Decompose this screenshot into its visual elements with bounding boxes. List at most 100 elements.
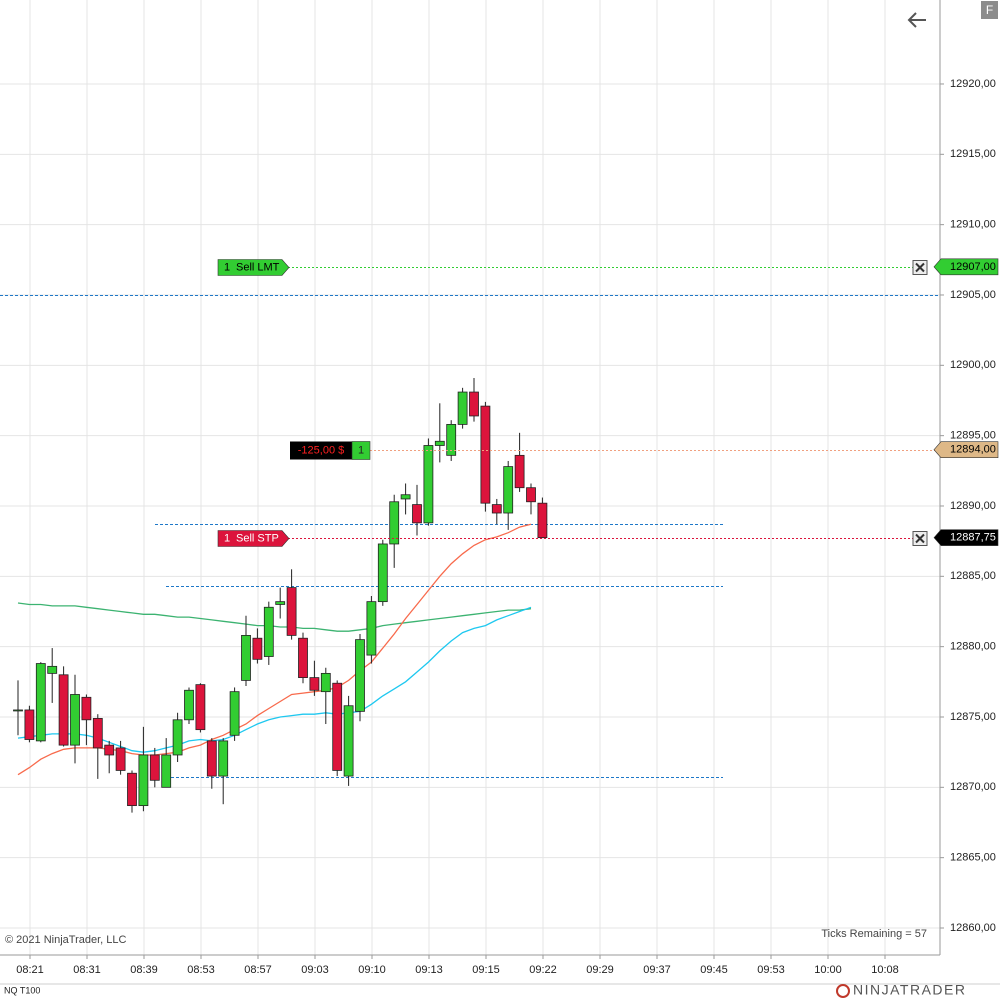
f-button-label[interactable]: F: [986, 3, 993, 17]
f-button[interactable]: [981, 1, 998, 19]
candle-body: [138, 754, 149, 807]
indicator-line: [17, 606, 532, 753]
order-tag[interactable]: [217, 530, 290, 547]
order-type: Sell STP: [236, 532, 279, 544]
candle-body: [457, 391, 468, 425]
candle-body: [58, 674, 69, 746]
candle-body: [229, 691, 240, 736]
cancel-icon: [915, 262, 925, 273]
candle-body: [412, 504, 422, 524]
position-price-marker-label: 12894,00: [950, 444, 996, 456]
candle-body: [206, 740, 217, 777]
candle-body: [480, 405, 491, 504]
candle-body: [13, 709, 23, 712]
x-tick-label: 10:00: [814, 964, 842, 976]
candle-body: [377, 543, 388, 603]
candle-body: [491, 504, 502, 514]
y-tick-label: 12920,00: [950, 78, 996, 90]
indicator-line: [17, 523, 532, 776]
last-price-marker: [933, 529, 999, 546]
y-tick-label: 12885,00: [950, 570, 996, 582]
cancel-icon: [915, 533, 925, 544]
candle-body: [172, 719, 183, 756]
candle-body: [275, 601, 286, 605]
candle-body: [526, 487, 536, 503]
x-tick-label: 09:03: [301, 964, 329, 976]
candle-body: [70, 694, 80, 746]
candle-body: [514, 454, 525, 489]
x-tick-label: 10:08: [871, 964, 899, 976]
indicator-line: [17, 602, 532, 632]
candle-body: [263, 606, 274, 657]
brand-logo: [836, 984, 850, 998]
order-tag[interactable]: [217, 259, 290, 276]
candle-body: [298, 637, 308, 679]
x-tick-label: 09:22: [529, 964, 557, 976]
candle-body: [446, 423, 457, 456]
pnl-box: [290, 441, 352, 460]
x-tick-label: 09:45: [700, 964, 728, 976]
candle-body: [343, 705, 354, 777]
x-tick-label: 08:31: [73, 964, 101, 976]
y-tick-label: 12900,00: [950, 359, 996, 371]
candle-body: [149, 754, 160, 781]
candle-body: [434, 440, 445, 446]
x-tick-label: 09:10: [358, 964, 386, 976]
grid: [0, 0, 940, 955]
y-tick-label: 12910,00: [950, 219, 996, 231]
back-arrow[interactable]: [907, 12, 926, 28]
candle-body: [252, 637, 263, 660]
position-price-marker: [933, 441, 999, 459]
position-quantity-box: [351, 441, 371, 460]
order-quantity: 1: [224, 261, 230, 273]
candle-body: [537, 502, 548, 539]
instrument: NQ T100: [4, 985, 40, 995]
x-tick-label: 09:29: [586, 964, 614, 976]
candle-body: [241, 635, 251, 681]
copyright: © 2021 NinjaTrader, LLC: [5, 934, 126, 946]
candle-body: [332, 682, 343, 771]
candle-body: [195, 684, 206, 731]
candle-body: [286, 587, 297, 636]
x-tick-label: 08:39: [130, 964, 158, 976]
candle-body: [320, 672, 331, 693]
x-tick-label: 08:57: [244, 964, 272, 976]
candle-body: [400, 494, 411, 500]
candle-body: [104, 744, 115, 756]
y-tick-label: 12870,00: [950, 781, 996, 793]
candle-body: [115, 747, 126, 771]
x-tick-label: 09:37: [643, 964, 671, 976]
x-tick-label: 09:13: [415, 964, 443, 976]
y-tick-label: 12860,00: [950, 922, 996, 934]
y-tick-label: 12865,00: [950, 852, 996, 864]
pnl-label: -125,00 $: [298, 444, 344, 456]
candle-body: [92, 717, 103, 749]
candle-body: [355, 639, 365, 712]
candle-body: [389, 501, 400, 545]
plot-area: [0, 295, 940, 813]
y-tick-label: 12905,00: [950, 289, 996, 301]
candle-body: [423, 445, 434, 524]
candle-body: [309, 677, 320, 691]
candle-body: [24, 709, 35, 740]
x-tick-label: 09:15: [472, 964, 500, 976]
candle-body: [469, 391, 479, 417]
x-tick-label: 09:53: [757, 964, 785, 976]
order-price-marker-label: 12907,00: [950, 261, 996, 273]
x-tick-label: 08:21: [16, 964, 44, 976]
order-price-marker: [933, 258, 999, 276]
candle-body: [127, 772, 137, 807]
brand: NINJATRADER: [853, 982, 966, 998]
y-tick-label: 12915,00: [950, 148, 996, 160]
order-type: Sell LMT: [236, 261, 280, 273]
last-price-marker-label: 12887,75: [950, 532, 996, 544]
candle-body: [366, 601, 377, 656]
order-quantity: 1: [224, 532, 230, 544]
candle-body: [161, 754, 172, 788]
y-tick-label: 12890,00: [950, 500, 996, 512]
position-quantity: 1: [358, 444, 364, 456]
candle-body: [35, 663, 46, 742]
y-tick-label: 12880,00: [950, 641, 996, 653]
